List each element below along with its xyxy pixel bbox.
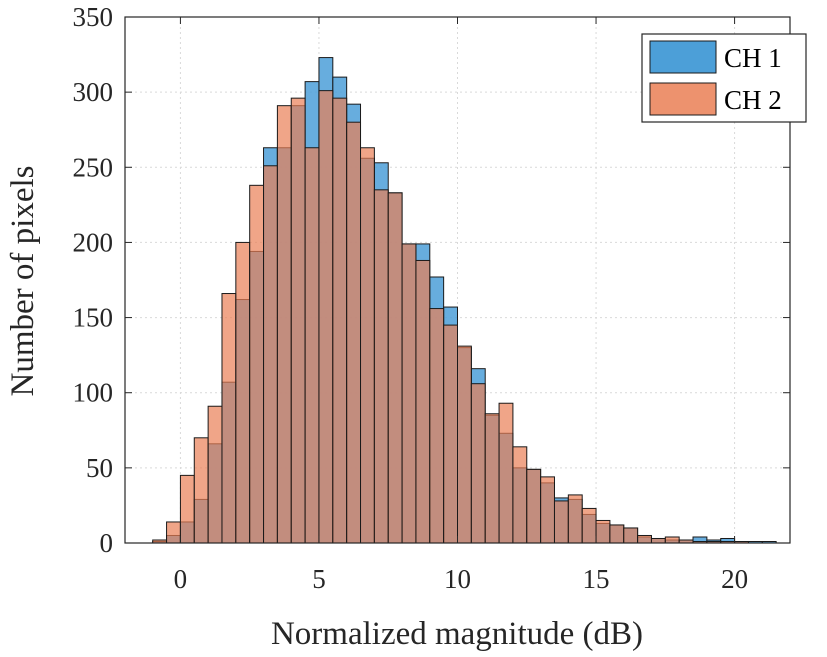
bar-ch2 xyxy=(332,97,348,544)
bar-ch2 xyxy=(387,192,403,544)
y-tick-label: 150 xyxy=(73,303,114,333)
x-tick-label: 0 xyxy=(174,564,188,594)
legend-label-ch1: CH 1 xyxy=(724,43,782,73)
bar-ch2 xyxy=(484,413,500,544)
bar-ch2 xyxy=(401,243,417,544)
y-tick-label: 50 xyxy=(86,453,113,483)
legend-swatch-ch2 xyxy=(649,82,717,116)
bar-ch2 xyxy=(193,437,209,544)
bars-layer xyxy=(152,57,777,544)
y-tick-label: 100 xyxy=(73,378,114,408)
y-tick-label: 200 xyxy=(73,227,114,257)
x-tick-label: 20 xyxy=(721,564,748,594)
bar-ch2 xyxy=(595,519,611,544)
bar-ch2 xyxy=(470,383,486,544)
x-tick-label: 10 xyxy=(444,564,471,594)
bar-ch2 xyxy=(263,165,278,544)
axes-layer xyxy=(124,16,791,544)
bar-ch2 xyxy=(498,402,514,544)
bar-ch2 xyxy=(166,521,181,544)
bar-ch2 xyxy=(235,241,251,544)
bar-ch2 xyxy=(290,97,306,544)
bar-ch2 xyxy=(512,446,528,544)
y-tick-label: 350 xyxy=(73,2,114,32)
legend-label-ch2: CH 2 xyxy=(724,85,782,115)
bar-ch2 xyxy=(429,308,445,544)
bar-ch2 xyxy=(221,293,237,544)
y-tick-label: 300 xyxy=(73,77,114,107)
bar-ch2 xyxy=(609,524,625,544)
bar-ch2 xyxy=(581,507,597,544)
bar-ch2 xyxy=(650,537,666,544)
bar-ch2 xyxy=(318,90,334,544)
y-tick-label: 0 xyxy=(100,528,114,558)
y-tick-label: 250 xyxy=(73,152,114,182)
bar-ch2 xyxy=(664,536,680,544)
x-axis-label: Normalized magnitude (dB) xyxy=(271,616,643,652)
x-tick-label: 5 xyxy=(312,564,326,594)
bar-ch2 xyxy=(553,500,569,544)
bar-ch2 xyxy=(457,345,472,544)
bar-ch2 xyxy=(207,405,223,544)
bar-ch2 xyxy=(526,468,542,544)
bar-ch2 xyxy=(540,476,555,544)
bar-ch2 xyxy=(346,121,362,544)
bar-ch2 xyxy=(443,324,459,544)
bar-ch2 xyxy=(373,189,389,544)
bar-ch2 xyxy=(567,494,583,544)
bar-ch2 xyxy=(276,105,292,544)
bar-ch2 xyxy=(249,184,265,544)
bar-ch2 xyxy=(304,147,320,544)
y-axis-label: Number of pixels xyxy=(5,166,41,397)
x-tick-label: 15 xyxy=(583,564,610,594)
bar-ch2 xyxy=(360,147,375,544)
bar-ch2 xyxy=(415,259,431,544)
legend: CH 1 CH 2 xyxy=(641,33,807,123)
bar-ch2 xyxy=(637,534,652,544)
legend-swatch-ch1 xyxy=(649,40,717,74)
bar-ch2 xyxy=(179,474,195,544)
bar-ch2 xyxy=(623,527,639,544)
